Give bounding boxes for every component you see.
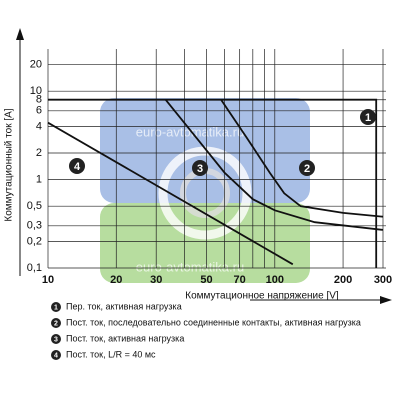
y-tick-label: 0,2: [27, 235, 42, 247]
legend-entry: Пост. ток, L/R = 40 мс: [66, 349, 156, 359]
y-tick-label: 20: [30, 58, 42, 70]
legend-badge: [51, 334, 61, 344]
y-tick-label: 10: [30, 85, 42, 97]
series-line: [164, 99, 384, 231]
y-tick-label: 2: [36, 147, 42, 159]
series-badge: [299, 160, 315, 176]
legend-number: 1: [54, 304, 58, 311]
legend-entry: Пер. ток, активная нагрузка: [66, 301, 182, 311]
x-tick-label: 10: [42, 274, 54, 286]
legend-number: 3: [54, 336, 58, 343]
x-tick-label: 30: [150, 274, 162, 286]
legend-entry: Пост. ток, последовательно соединенные к…: [66, 317, 361, 327]
series-number: 2: [304, 163, 310, 175]
y-tick-label: 1: [36, 173, 42, 185]
legend-number: 4: [54, 352, 58, 359]
series-badge: [69, 158, 85, 174]
x-tick-label: 100: [266, 274, 284, 286]
legend-entry: Пост. ток, активная нагрузка: [66, 333, 184, 343]
series-badge: [360, 109, 376, 125]
legend-badge: [51, 302, 61, 312]
x-axis-label: Коммутационное напряжение [V]: [185, 291, 339, 302]
y-tick-label: 8: [36, 94, 42, 106]
y-arrow: [16, 28, 24, 40]
series-number: 1: [365, 112, 371, 124]
series-line: [47, 121, 294, 266]
watermark-bg-bottom: [100, 203, 310, 283]
y-tick-label: 6: [36, 105, 42, 117]
x-tick-label: 20: [110, 274, 122, 286]
series-number: 4: [74, 161, 81, 173]
legend-number: 2: [54, 320, 58, 327]
series-number: 3: [197, 163, 203, 175]
x-tick-label: 200: [334, 274, 352, 286]
y-tick-label: 0,1: [27, 262, 42, 274]
y-axis-label: Коммутационный ток [A]: [4, 108, 15, 221]
series-badge: [192, 160, 208, 176]
x-tick-label: 50: [200, 274, 212, 286]
x-tick-label: 70: [234, 274, 246, 286]
x-tick-label: 300: [374, 274, 392, 286]
watermark: euro-avtomatika.ru: [136, 124, 244, 139]
legend-badge: [51, 318, 61, 328]
y-tick-label: 4: [36, 120, 42, 132]
x-arrow: [380, 296, 392, 304]
y-tick-label: 0,3: [27, 220, 42, 232]
y-tick-label: 0,5: [27, 200, 42, 212]
series-line: [220, 99, 384, 218]
series-line: [48, 98, 378, 268]
watermark: euro-avtomatika.ru: [136, 259, 244, 274]
legend-badge: [51, 350, 61, 360]
